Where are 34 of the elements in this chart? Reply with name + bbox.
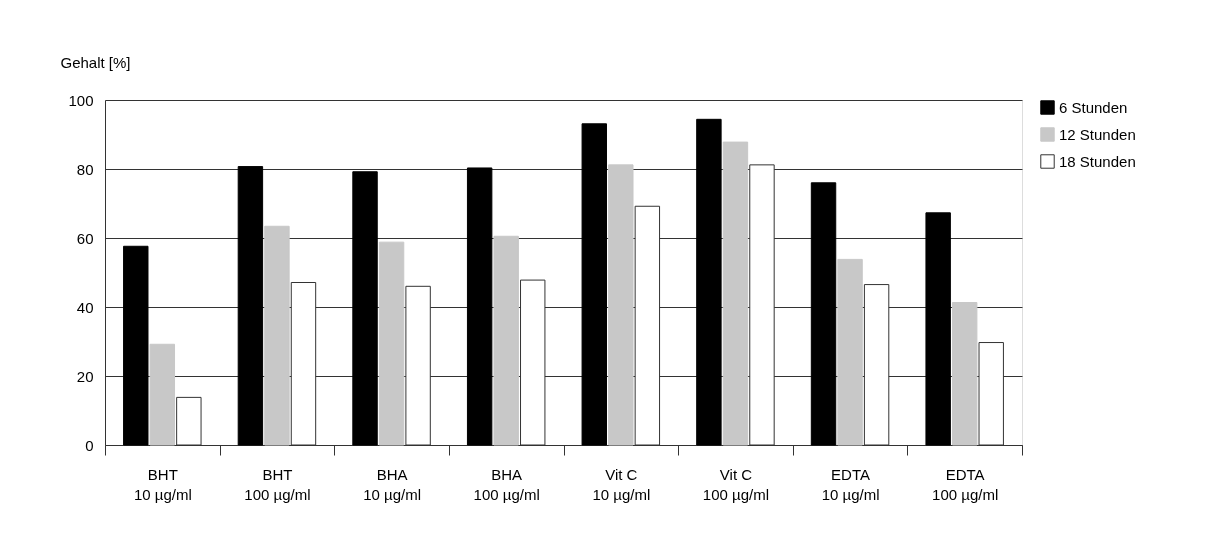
x-tick-label: EDTA 10 µg/ml [821, 465, 880, 503]
bar [810, 182, 837, 446]
bar [925, 212, 951, 446]
x-tick-label: BHA 10 µg/ml [363, 465, 421, 503]
x-tick-label: BHA 100 µg/ml [473, 465, 540, 503]
y-tick-label: 80 [76, 160, 94, 178]
bar [951, 302, 978, 446]
bar [696, 118, 722, 446]
x-tick-label: Vit C 100 µg/ml [702, 465, 770, 503]
bar [123, 245, 149, 446]
y-tick-label: 20 [76, 367, 94, 385]
bar [149, 343, 176, 446]
y-tick-label: 0 [85, 436, 94, 454]
bar [722, 141, 749, 446]
bar [237, 166, 264, 446]
bar [608, 164, 634, 446]
y-tick-label: 60 [76, 229, 94, 247]
bar [493, 235, 519, 446]
bar [466, 167, 493, 446]
bar [581, 123, 607, 446]
x-tick-label: EDTA 100 µg/ml [932, 465, 999, 503]
y-axis-title: Gehalt [%] [60, 53, 131, 71]
x-tick-label: Vit C 10 µg/ml [592, 465, 651, 503]
legend-label: 12 Stunden [1059, 125, 1136, 143]
bar [264, 225, 290, 446]
legend-label: 6 Stunden [1059, 98, 1128, 116]
x-tick-label: BHT 10 µg/ml [133, 465, 192, 503]
y-tick-label: 40 [76, 298, 94, 316]
bar [378, 241, 405, 446]
bar [352, 171, 378, 446]
y-tick-label: 100 [68, 91, 94, 109]
x-tick-label: BHT 100 µg/ml [244, 465, 311, 503]
legend-label: 18 Stunden [1059, 152, 1136, 170]
bar [837, 258, 863, 446]
